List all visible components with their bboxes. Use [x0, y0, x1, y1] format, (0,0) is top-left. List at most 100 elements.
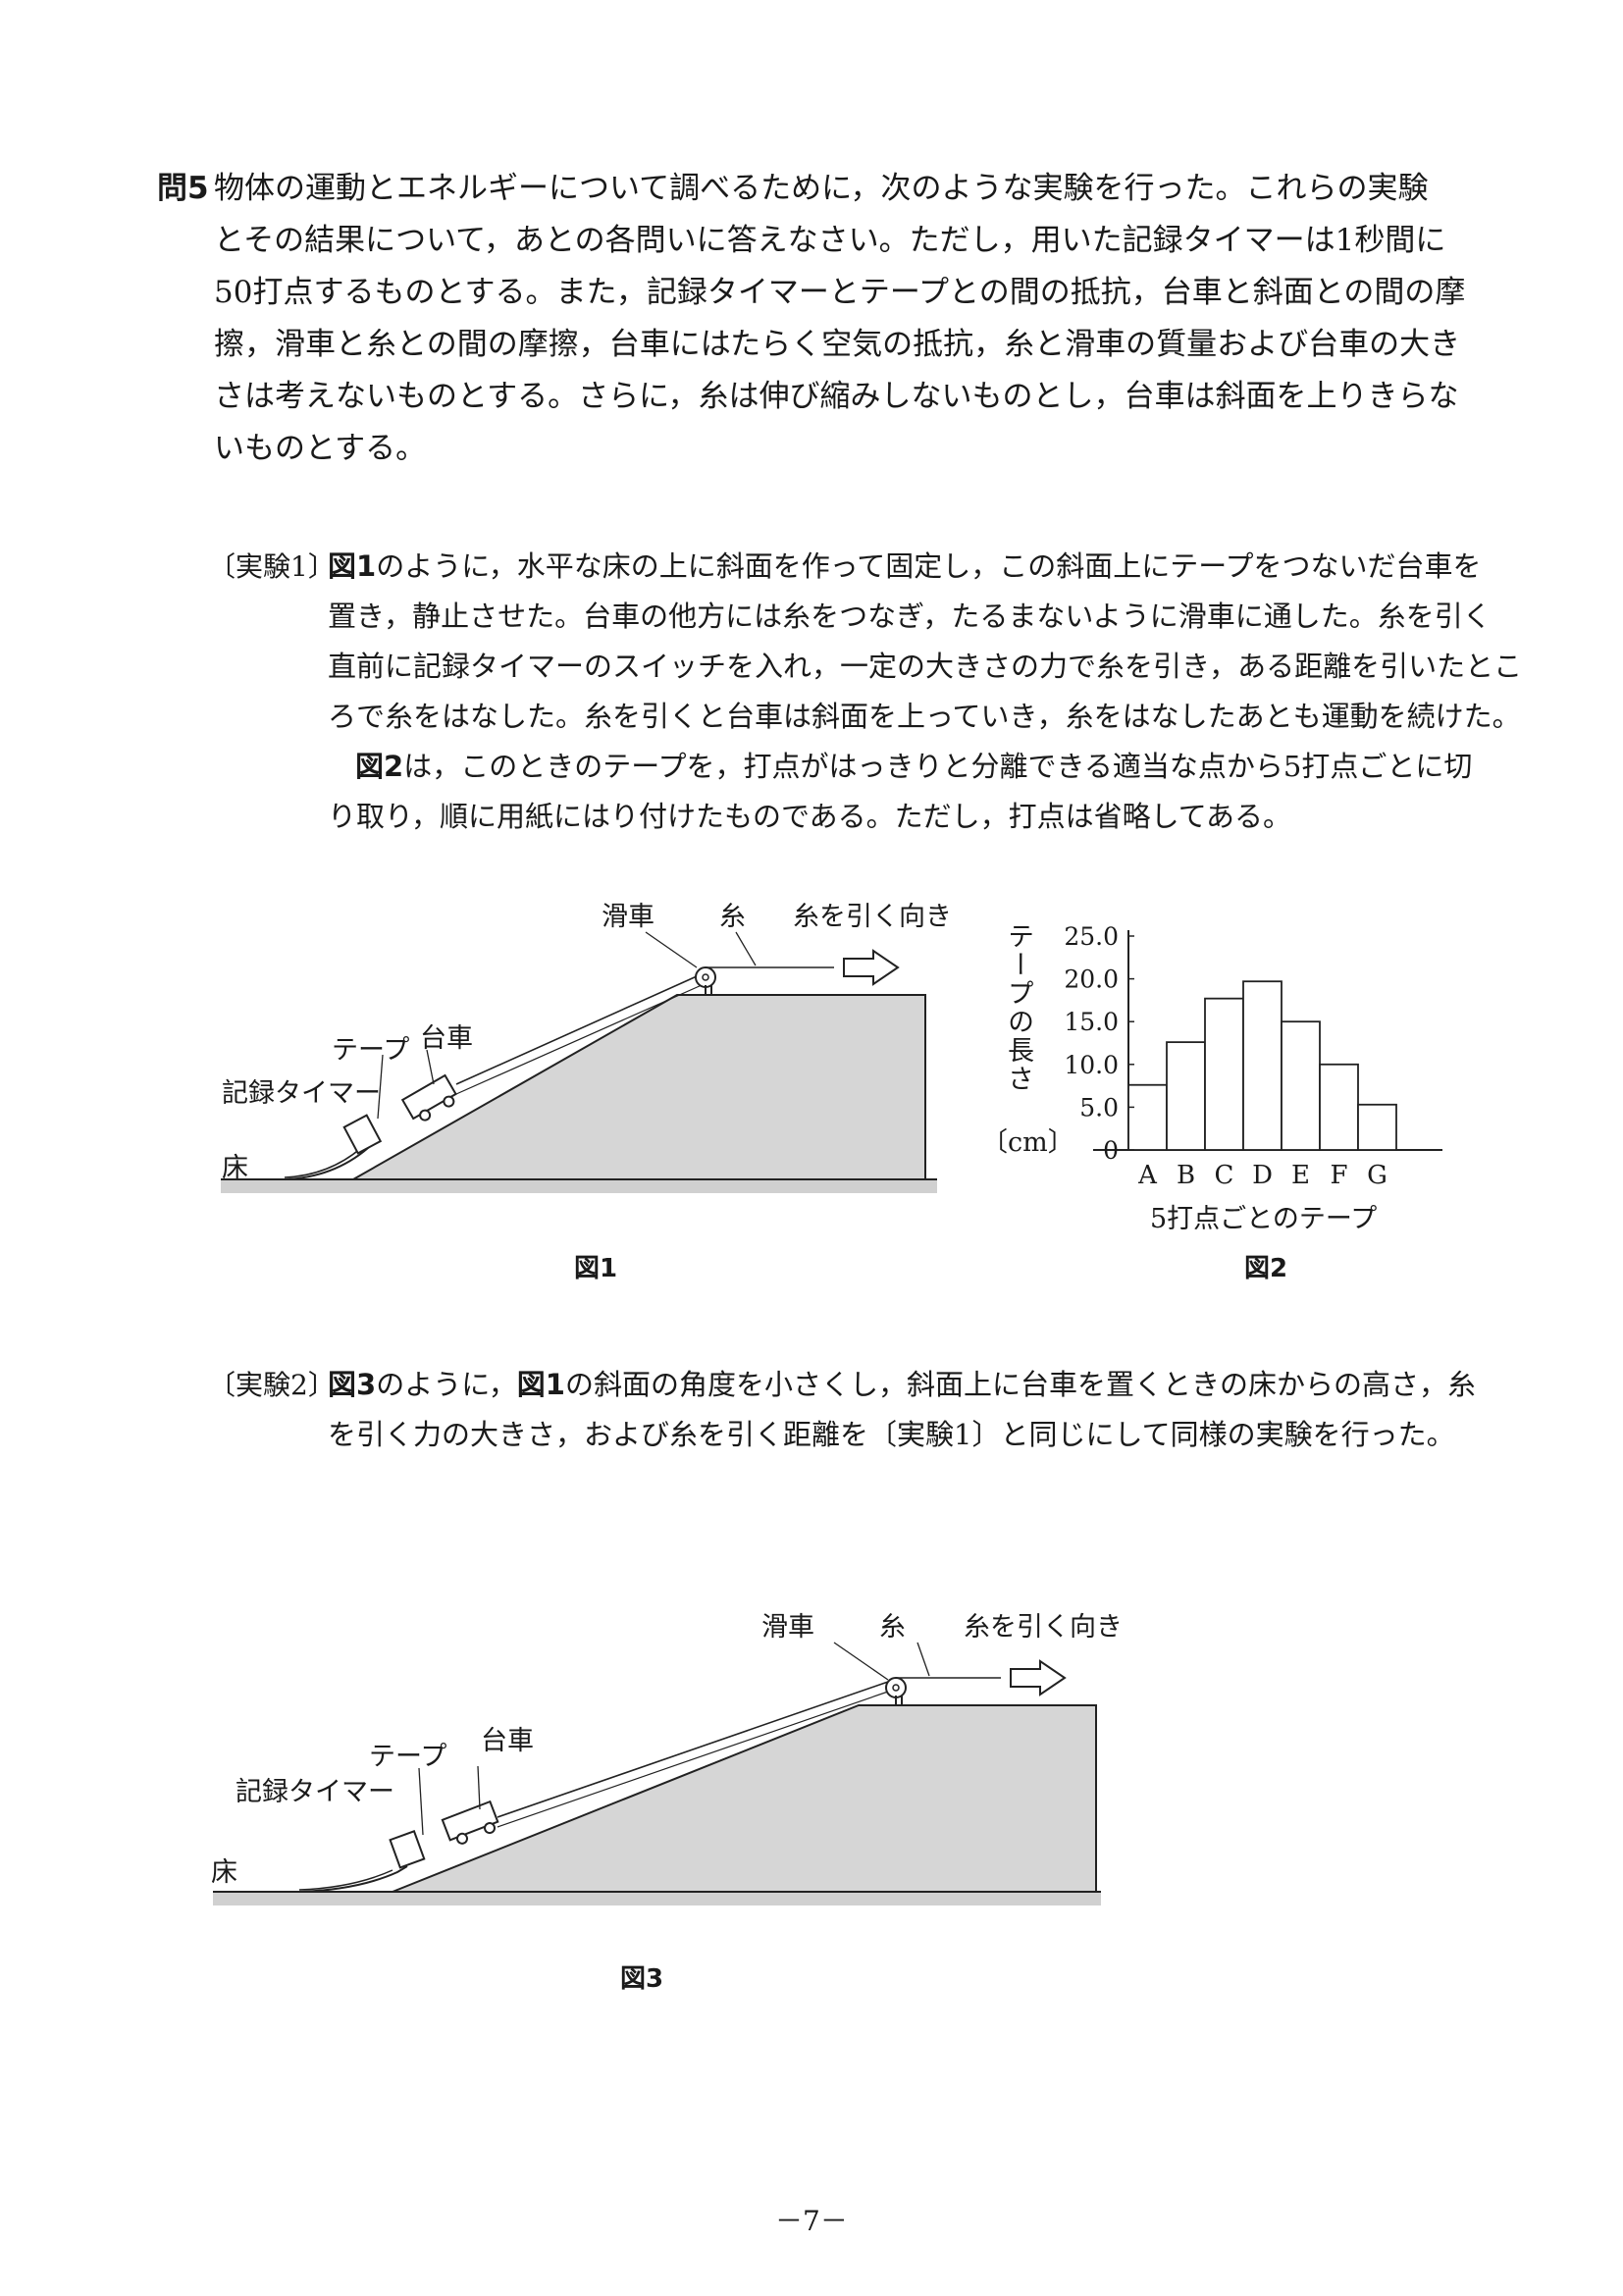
tape-curve-inner — [284, 1147, 362, 1178]
question-line: 物体の運動とエネルギーについて調べるために，次のような実験を行った。これらの実験 — [214, 171, 1429, 206]
tape-curve-inner — [298, 1869, 393, 1891]
cart-leader — [426, 1049, 435, 1085]
bar-A — [1127, 1083, 1168, 1151]
experiment1-line: り取り，順に用紙にはり付けたものである。ただし，打点は省略してある。 — [328, 800, 1291, 833]
bar-B — [1166, 1041, 1206, 1151]
floor-band — [221, 1179, 937, 1193]
y-tick-label: 15.0 — [1064, 1008, 1119, 1036]
tape-leader — [418, 1767, 424, 1836]
pull-arrow — [843, 949, 900, 986]
line-text: の斜面の角度を小さくし，斜面上に台車を置くときの床からの高さ，糸 — [564, 1368, 1476, 1401]
experiment1-text: 図1のように，水平な床の上に斜面を作って固定し，この斜面上にテープをつないだ台車… — [328, 542, 1523, 842]
fig3-timer-label: 記録タイマー — [236, 1777, 394, 1807]
experiment2-line: を引く力の大きさ，および糸を引く距離を〔実験1〕と同じにして同様の実験を行った。 — [328, 1418, 1455, 1451]
x-tick-label: B — [1177, 1161, 1195, 1187]
question-text: 物体の運動とエネルギーについて調べるために，次のような実験を行った。これらの実験… — [214, 163, 1490, 475]
experiment1-line: ろで糸をはなした。糸を引くと台車は斜面を上っていき，糸をはなしたあとも運動を続け… — [328, 700, 1521, 733]
chart-bars — [1127, 980, 1397, 1151]
question-line: いものとする。 — [214, 431, 427, 466]
line-text: のように， — [376, 1368, 517, 1401]
fig2-xlabel: 5打点ごとのテープ — [1150, 1204, 1378, 1234]
y-tick-label: 20.0 — [1064, 965, 1119, 994]
question-number: 問5 — [157, 171, 209, 206]
string-slope — [497, 1681, 889, 1818]
page-number: －7－ — [775, 2205, 848, 2237]
x-tick-label: G — [1367, 1161, 1387, 1187]
line-text: のように，水平な床の上に斜面を作って固定し，この斜面上にテープをつないだ台車を — [376, 549, 1482, 583]
y-tick-label: 5.0 — [1079, 1093, 1119, 1122]
fig3-tape-label: テープ — [369, 1742, 447, 1772]
slope-block — [392, 1704, 1097, 1893]
x-tick-label: C — [1215, 1161, 1234, 1187]
fig3-floor-label: 床 — [211, 1857, 237, 1888]
cart-leader — [477, 1765, 481, 1810]
bar-E — [1281, 1020, 1321, 1151]
floor-band — [213, 1892, 1101, 1905]
figure-ref: 図1 — [516, 1368, 565, 1401]
question-line: さは考えないものとする。さらに，糸は伸び縮みしないものとし，台車は斜面を上りきら… — [214, 379, 1459, 414]
y-tick-label: 25.0 — [1064, 922, 1119, 951]
fig2-yunit: 〔cm〕 — [981, 1127, 1074, 1158]
figure3-caption: 図3 — [620, 1964, 664, 1994]
question-line: 50打点するものとする。また，記録タイマーとテープとの間の抵抗，台車と斜面との間… — [214, 275, 1466, 310]
fig2-ylabel: テープの長さ — [1003, 922, 1033, 1093]
chart-yticks: 25.0 20.0 15.0 10.0 5.0 0 — [1064, 922, 1134, 1165]
experiment1-line: 図2は，このときのテープを，打点がはっきりと分離できる適当な点から5打点ごとに切 — [355, 742, 1476, 792]
x-tick-label: A — [1137, 1161, 1158, 1187]
string-leader — [916, 1642, 930, 1677]
figure-ref: 図3 — [328, 1368, 377, 1401]
fig1-string-label: 糸 — [719, 902, 746, 932]
figure-ref: 図2 — [355, 750, 404, 783]
x-tick-label: D — [1252, 1161, 1273, 1187]
figure2-caption: 図2 — [1244, 1254, 1288, 1283]
slope-block — [349, 994, 926, 1180]
figure1-diagram — [221, 931, 937, 1193]
figure3-diagram — [213, 1642, 1101, 1905]
fig3-cart-label: 台車 — [481, 1726, 534, 1756]
fig3-string-label: 糸 — [879, 1612, 906, 1643]
fig3-pull-direction-label: 糸を引く向き — [964, 1612, 1123, 1643]
pulley-leader — [645, 931, 698, 968]
bar-D — [1242, 980, 1283, 1151]
slope-edge — [497, 1691, 889, 1828]
bar-C — [1204, 997, 1244, 1151]
fig1-pull-direction-label: 糸を引く向き — [793, 902, 952, 932]
string-leader — [735, 931, 757, 966]
experiment2-text: 図3のように，図1の斜面の角度を小さくし，斜面上に台車を置くときの床からの高さ，… — [328, 1360, 1476, 1460]
fig1-tape-label: テープ — [332, 1035, 410, 1066]
question-line: 擦，滑車と糸との間の摩擦，台車にはたらく空気の抵抗，糸と滑車の質量および台車の大… — [214, 327, 1461, 362]
experiment1-line: 置き，静止させた。台車の他方には糸をつなぎ，たるまないように滑車に通した。糸を引… — [328, 600, 1492, 633]
fig1-timer-label: 記録タイマー — [222, 1078, 381, 1109]
slope-edge — [455, 984, 703, 1095]
experiment2-line: 図3のように，図1の斜面の角度を小さくし，斜面上に台車を置くときの床からの高さ，… — [328, 1360, 1476, 1410]
cart — [400, 1073, 457, 1122]
tape-curve — [298, 1865, 408, 1893]
fig3-pulley-label: 滑車 — [761, 1612, 814, 1643]
fig1-floor-label: 床 — [222, 1153, 248, 1183]
experiment1-line: 図1のように，水平な床の上に斜面を作って固定し，この斜面上にテープをつないだ台車… — [328, 542, 1482, 592]
x-tick-label: F — [1330, 1161, 1347, 1187]
experiment1-line: 直前に記録タイマーのスイッチを入れ，一定の大きさの力で糸を引き，ある距離を引いた… — [328, 650, 1523, 683]
pulley-leader — [833, 1642, 889, 1681]
line-text: は，このときのテープを，打点がはっきりと分離できる適当な点から5打点ごとに切 — [403, 750, 1473, 783]
figure-ref: 図1 — [328, 549, 377, 583]
string-slope — [455, 975, 698, 1085]
timer-box — [342, 1114, 383, 1155]
question-line: とその結果について，あとの各問いに答えなさい。ただし，用いた記録タイマーは1秒間… — [214, 223, 1446, 258]
cart — [441, 1800, 499, 1845]
x-tick-label: E — [1291, 1161, 1310, 1187]
figure1-caption: 図1 — [574, 1254, 618, 1283]
timer-box — [389, 1830, 426, 1869]
y-tick-label: 0 — [1103, 1136, 1119, 1165]
experiment2-label: 〔実験2〕 — [208, 1369, 336, 1401]
fig1-cart-label: 台車 — [420, 1023, 473, 1054]
y-tick-label: 10.0 — [1064, 1051, 1119, 1079]
tape-leader — [377, 1054, 384, 1120]
fig1-pulley-label: 滑車 — [602, 902, 654, 932]
bar-F — [1319, 1063, 1359, 1151]
experiment1-label: 〔実験1〕 — [208, 550, 336, 583]
pull-arrow — [1010, 1659, 1067, 1696]
bar-G — [1357, 1103, 1397, 1151]
